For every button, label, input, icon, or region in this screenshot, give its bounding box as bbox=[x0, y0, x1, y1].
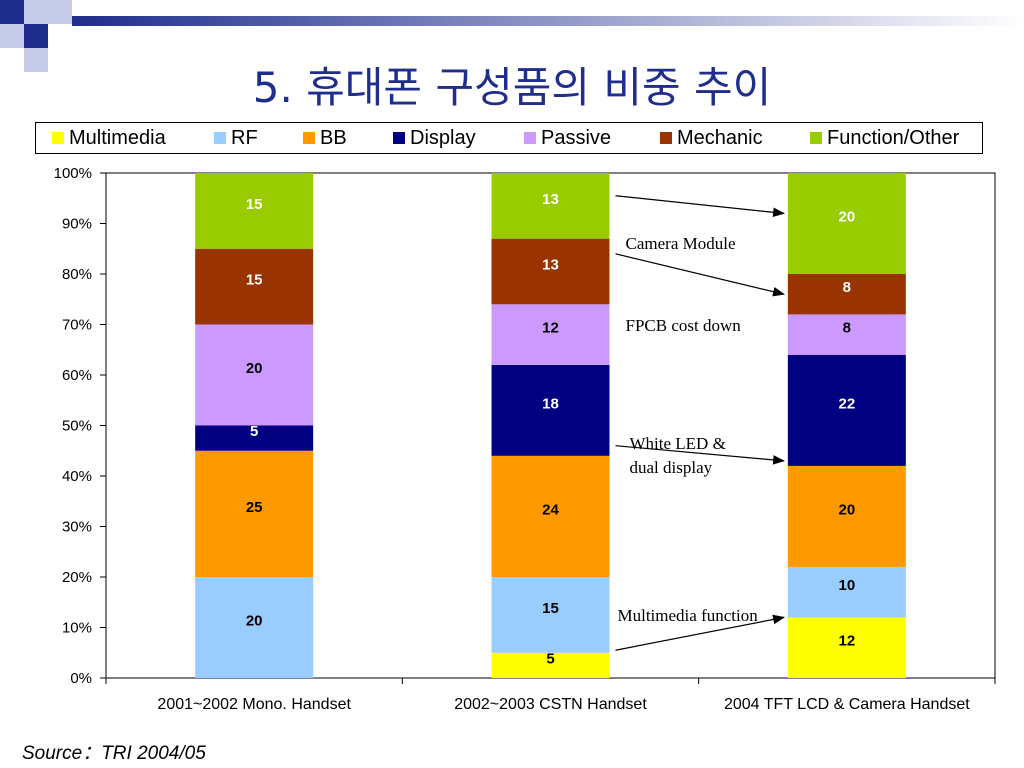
bar-segment-passive bbox=[787, 314, 906, 355]
legend-label: Mechanic bbox=[677, 126, 763, 149]
legend-swatch bbox=[660, 132, 672, 144]
bar-segment-bb bbox=[787, 465, 906, 567]
data-label: 12 bbox=[838, 633, 855, 650]
x-category-label: 2001~2002 Mono. Handset bbox=[157, 696, 351, 713]
corner-square-light-4 bbox=[24, 48, 48, 72]
data-label: 5 bbox=[250, 423, 258, 440]
corner-square-light-2 bbox=[48, 0, 72, 24]
annotation-arrow bbox=[615, 614, 786, 651]
corner-square-light-1 bbox=[24, 0, 48, 24]
y-tick-label: 20% bbox=[62, 569, 92, 586]
corner-square-navy-1 bbox=[0, 0, 24, 24]
annotation-arrow bbox=[615, 445, 786, 465]
legend-swatch bbox=[303, 132, 315, 144]
data-label: 24 bbox=[542, 501, 559, 518]
y-tick-label: 10% bbox=[62, 620, 92, 637]
bar-segment-multimedia bbox=[491, 652, 610, 678]
data-label: 15 bbox=[246, 196, 263, 213]
bar-segment-rf bbox=[491, 577, 610, 653]
legend-item-passive: Passive bbox=[524, 123, 611, 153]
corner-square-light-3 bbox=[0, 24, 24, 48]
annotation-arrow bbox=[615, 253, 786, 297]
bar-segment-display bbox=[195, 425, 314, 451]
y-tick-label: 90% bbox=[62, 216, 92, 233]
legend-swatch bbox=[52, 132, 64, 144]
annotation-arrow bbox=[615, 195, 786, 218]
legend-label: RF bbox=[231, 126, 258, 149]
annotation-label: Multimedia function bbox=[618, 606, 759, 625]
legend-swatch bbox=[393, 132, 405, 144]
data-label: 8 bbox=[843, 279, 851, 296]
bar-segment-display bbox=[491, 364, 610, 456]
y-tick-label: 50% bbox=[62, 418, 92, 435]
x-category-label: 2004 TFT LCD & Camera Handset bbox=[724, 696, 970, 713]
y-tick-label: 70% bbox=[62, 317, 92, 334]
legend-label: Display bbox=[410, 126, 476, 149]
bar-segment-mechanic bbox=[787, 274, 906, 315]
y-tick-label: 0% bbox=[70, 670, 92, 687]
data-label: 20 bbox=[838, 501, 855, 518]
y-tick-label: 80% bbox=[62, 266, 92, 283]
data-label: 20 bbox=[246, 360, 263, 377]
bar-segment-passive bbox=[491, 304, 610, 365]
bar-segment-mechanic bbox=[491, 238, 610, 305]
data-label: 13 bbox=[542, 256, 559, 273]
x-category-label: 2002~2003 CSTN Handset bbox=[454, 696, 647, 713]
legend-swatch bbox=[810, 132, 822, 144]
data-label: 10 bbox=[838, 577, 855, 594]
bar-segment-bb bbox=[491, 455, 610, 577]
data-label: 20 bbox=[246, 613, 263, 630]
bar-segment-rf bbox=[195, 577, 314, 678]
bar-segment-function-other bbox=[491, 173, 610, 239]
source-note: Source：TRI 2004/05 bbox=[22, 743, 206, 764]
y-tick-label: 100% bbox=[54, 165, 92, 182]
data-label: 12 bbox=[542, 320, 559, 337]
header-gradient-bar bbox=[72, 16, 1024, 26]
data-label: 15 bbox=[542, 600, 559, 617]
data-label: 22 bbox=[838, 395, 855, 412]
legend-label: BB bbox=[320, 126, 347, 149]
legend-label: Passive bbox=[541, 126, 612, 149]
data-label: 25 bbox=[246, 499, 263, 516]
legend-item-display: Display bbox=[393, 123, 476, 153]
annotation-label: Camera Module bbox=[626, 234, 736, 253]
legend-label: Function/Other bbox=[827, 126, 960, 149]
chart-legend: Multimedia RF BB Display Passive Mechanic Func… bbox=[35, 122, 983, 154]
y-tick-label: 60% bbox=[62, 367, 92, 384]
bar-segment-rf bbox=[787, 566, 906, 618]
y-tick-label: 40% bbox=[62, 468, 92, 485]
data-label: 13 bbox=[542, 191, 559, 208]
data-label: 8 bbox=[843, 320, 851, 337]
annotation-label: FPCB cost down bbox=[626, 316, 742, 335]
bar-segment-mechanic bbox=[195, 248, 314, 325]
legend-item-multimedia: Multimedia bbox=[52, 123, 166, 153]
y-tick-label: 30% bbox=[62, 519, 92, 536]
data-label: 5 bbox=[546, 650, 554, 667]
bar-segment-function-other bbox=[195, 173, 314, 249]
legend-item-mechanic: Mechanic bbox=[660, 123, 763, 153]
legend-item-function-other: Function/Other bbox=[810, 123, 959, 153]
data-label: 15 bbox=[246, 272, 263, 289]
bar-segment-display bbox=[787, 354, 906, 466]
legend-item-rf: RF bbox=[214, 123, 258, 153]
legend-item-bb: BB bbox=[303, 123, 347, 153]
bar-segment-multimedia bbox=[787, 617, 906, 678]
bar-segment-passive bbox=[195, 324, 314, 426]
slide-title: 5. 휴대폰 구성품의 비중 추이 bbox=[252, 63, 772, 112]
data-label: 20 bbox=[838, 209, 855, 226]
bar-segment-function-other bbox=[787, 173, 906, 274]
bar-segment-bb bbox=[195, 450, 314, 577]
annotation-label: White LED & dual display bbox=[630, 434, 726, 477]
legend-swatch bbox=[214, 132, 226, 144]
legend-swatch bbox=[524, 132, 536, 144]
legend-label: Multimedia bbox=[69, 126, 166, 149]
corner-square-navy-2 bbox=[24, 24, 48, 48]
data-label: 18 bbox=[542, 395, 559, 412]
